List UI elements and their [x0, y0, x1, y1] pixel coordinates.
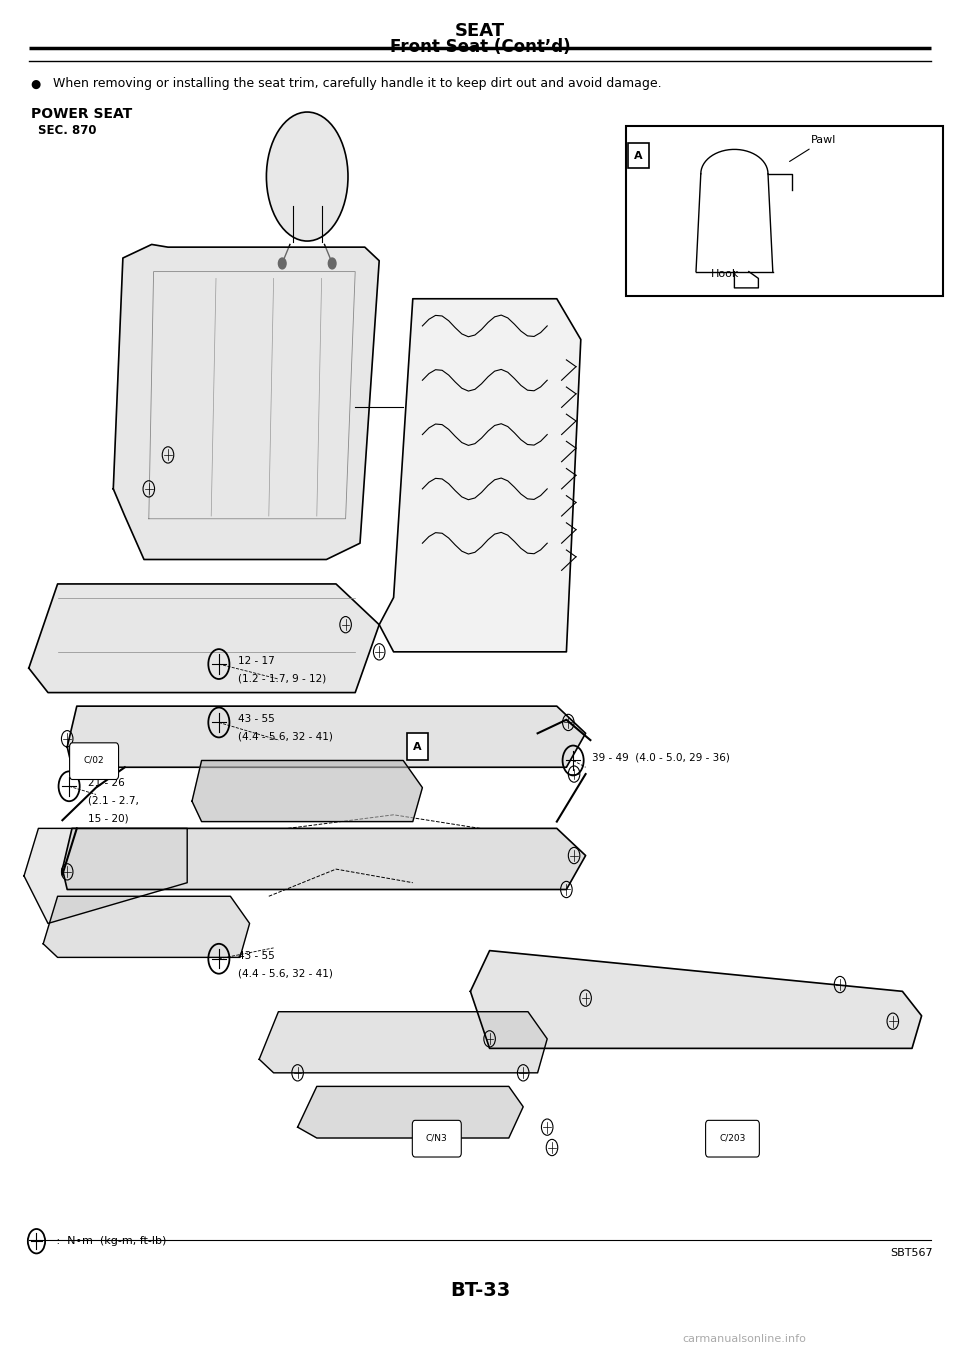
Text: 21 - 26: 21 - 26 [88, 778, 125, 788]
Polygon shape [113, 244, 379, 559]
Text: :  N•m  (kg-m, ft-lb): : N•m (kg-m, ft-lb) [53, 1236, 166, 1247]
Polygon shape [24, 828, 187, 923]
Text: When removing or installing the seat trim, carefully handle it to keep dirt out : When removing or installing the seat tri… [53, 77, 661, 91]
Text: ●: ● [31, 77, 41, 91]
Polygon shape [67, 706, 586, 767]
Polygon shape [192, 760, 422, 822]
Text: C/02: C/02 [84, 756, 105, 765]
Text: C/N3: C/N3 [426, 1134, 447, 1142]
Polygon shape [298, 1086, 523, 1138]
Bar [407, 733, 428, 760]
Text: 43 - 55: 43 - 55 [238, 951, 275, 960]
Text: Pawl: Pawl [789, 134, 836, 162]
Text: (4.4 - 5.6, 32 - 41): (4.4 - 5.6, 32 - 41) [238, 732, 333, 741]
Polygon shape [29, 584, 379, 693]
Text: A: A [635, 151, 642, 162]
Text: Front Seat (Cont’d): Front Seat (Cont’d) [390, 38, 570, 56]
Text: A: A [414, 741, 421, 752]
Text: BT-33: BT-33 [450, 1281, 510, 1300]
Text: (1.2 - 1.7, 9 - 12): (1.2 - 1.7, 9 - 12) [238, 674, 326, 683]
Text: 43 - 55: 43 - 55 [238, 714, 275, 724]
Polygon shape [62, 828, 586, 889]
Bar [626, 126, 943, 296]
Polygon shape [259, 1012, 547, 1073]
Text: POWER SEAT: POWER SEAT [31, 107, 132, 121]
Polygon shape [379, 299, 581, 652]
Text: C/203: C/203 [719, 1134, 746, 1142]
Text: carmanualsonline.info: carmanualsonline.info [682, 1334, 806, 1343]
FancyBboxPatch shape [706, 1120, 759, 1157]
Text: SEAT: SEAT [455, 22, 505, 39]
Polygon shape [43, 896, 250, 957]
Text: 39 - 49  (4.0 - 5.0, 29 - 36): 39 - 49 (4.0 - 5.0, 29 - 36) [592, 752, 731, 762]
Circle shape [328, 258, 336, 269]
Text: Hook: Hook [710, 269, 739, 278]
Text: 12 - 17: 12 - 17 [238, 656, 275, 665]
Text: 15 - 20): 15 - 20) [88, 813, 129, 823]
Bar [628, 143, 649, 168]
FancyBboxPatch shape [413, 1120, 461, 1157]
Ellipse shape [266, 111, 348, 242]
FancyBboxPatch shape [70, 743, 119, 779]
Text: SEC. 870: SEC. 870 [38, 124, 97, 137]
Polygon shape [470, 951, 922, 1048]
Text: SBT567: SBT567 [891, 1248, 933, 1258]
Circle shape [278, 258, 286, 269]
Text: (2.1 - 2.7,: (2.1 - 2.7, [88, 796, 139, 805]
Text: (4.4 - 5.6, 32 - 41): (4.4 - 5.6, 32 - 41) [238, 968, 333, 978]
